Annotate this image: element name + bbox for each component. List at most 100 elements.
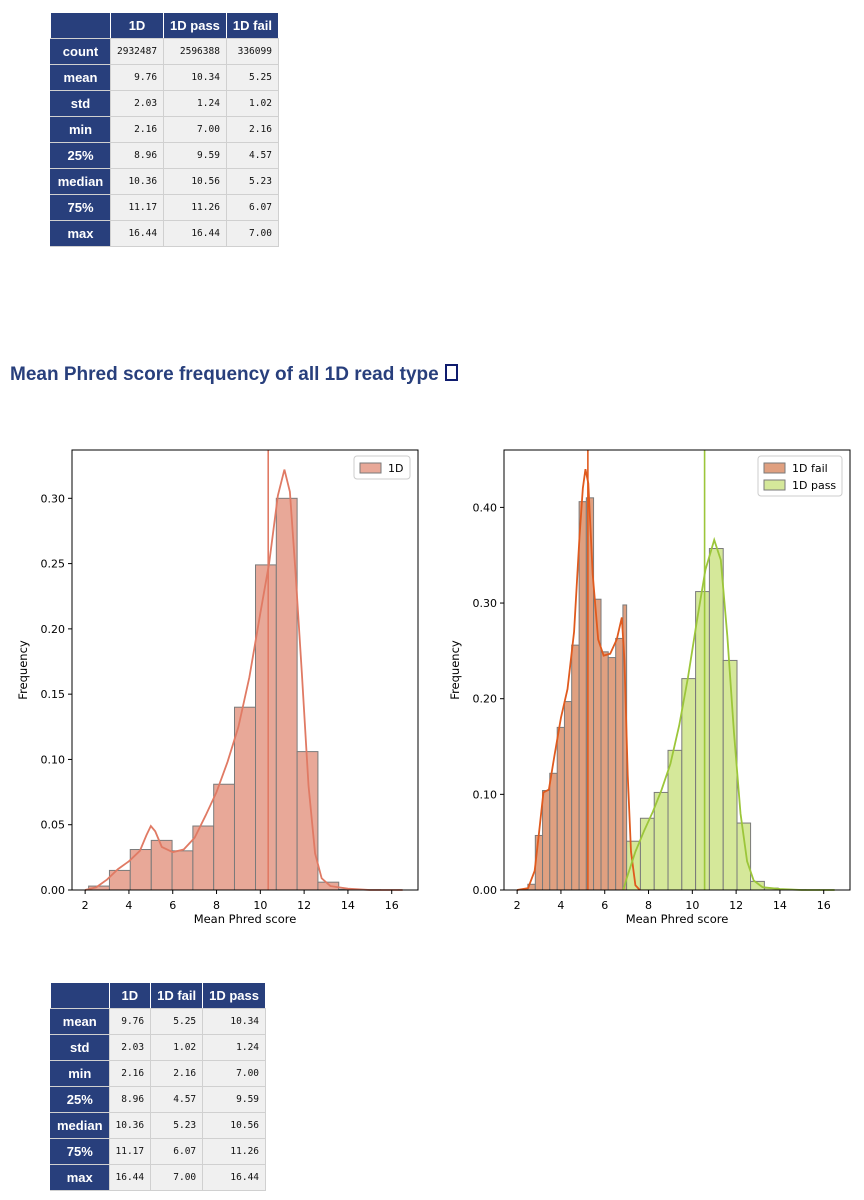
row-header: median — [50, 168, 111, 195]
table-cell: 16.44 — [109, 220, 165, 247]
table-cell: 1.02 — [150, 1034, 204, 1061]
histogram-bar — [563, 701, 573, 891]
table-cell: 7.00 — [163, 116, 227, 143]
table-cell: 2.16 — [108, 1060, 152, 1087]
legend: 1D — [353, 455, 411, 480]
table-cell: 11.17 — [109, 194, 165, 221]
table-row: min 2.16 7.00 2.16 — [50, 116, 279, 143]
table-cell: 5.25 — [225, 64, 279, 91]
anchor-link-icon[interactable] — [444, 364, 458, 381]
table-cell: 11.26 — [163, 194, 227, 221]
y-tick-label: 0.05 — [41, 819, 66, 832]
row-header: min — [50, 1060, 110, 1087]
x-tick-label: 8 — [645, 899, 652, 912]
table-row: std 2.03 1.02 1.24 — [50, 1034, 267, 1061]
kde-line — [622, 536, 835, 891]
table-cell: 1.02 — [225, 90, 279, 117]
row-header: 75% — [50, 194, 111, 221]
y-tick-label: 0.10 — [473, 788, 498, 801]
x-tick-label: 4 — [557, 899, 564, 912]
histogram-bar — [171, 850, 194, 891]
plot-area — [84, 450, 403, 891]
x-tick-label: 2 — [82, 899, 89, 912]
table-cell: 9.59 — [202, 1086, 267, 1113]
table-row: mean 9.76 10.34 5.25 — [50, 64, 279, 91]
table-row: 75% 11.17 11.26 6.07 — [50, 194, 279, 221]
histogram-bar — [667, 749, 683, 891]
row-header: min — [50, 116, 111, 143]
row-header: std — [50, 90, 111, 117]
table-cell: 9.59 — [163, 142, 227, 169]
table-row: 25% 8.96 9.59 4.57 — [50, 142, 279, 169]
legend-swatch — [763, 462, 786, 474]
table-cell: 7.00 — [202, 1060, 267, 1087]
y-tick-label: 0.20 — [473, 693, 498, 706]
table-cell: 10.36 — [108, 1112, 152, 1139]
table-row: mean 9.76 5.25 10.34 — [50, 1008, 267, 1035]
table-row: 75% 11.17 6.07 11.26 — [50, 1138, 267, 1165]
row-header: max — [50, 1164, 110, 1191]
section-title: Mean Phred score frequency of all 1D rea… — [10, 364, 458, 386]
chart-1d-pass-fail-phred-histogram: 2 4 6 8 10 12 14 16 0.00 0.10 0.20 0.30 0.40 Mean Phr… — [448, 449, 851, 926]
table-cell: 1.24 — [163, 90, 227, 117]
table-row: median 10.36 10.56 5.23 — [50, 168, 279, 195]
table-cell: 7.00 — [150, 1164, 204, 1191]
histogram-bar — [549, 772, 558, 891]
table-cell: 2.16 — [109, 116, 165, 143]
histogram-bar — [542, 790, 551, 891]
histogram-bar — [695, 591, 710, 891]
axes-frame — [71, 449, 419, 891]
y-tick-label: 0.25 — [41, 558, 66, 571]
table-row: 25% 8.96 4.57 9.59 — [50, 1086, 267, 1113]
table-cell: 16.44 — [202, 1164, 267, 1191]
y-tick-label: 0.10 — [41, 753, 66, 766]
table-cell: 10.56 — [163, 168, 227, 195]
x-tick-label: 8 — [213, 899, 220, 912]
y-axis-label: Frequency — [16, 640, 30, 700]
row-header: 25% — [50, 1086, 110, 1113]
header-row: 1D 1D fail 1D pass — [50, 982, 267, 1009]
row-header: count — [50, 38, 111, 65]
histogram-bar — [639, 817, 655, 891]
column-header: 1D fail — [150, 982, 204, 1009]
series-1d — [88, 497, 402, 891]
x-tick-label: 4 — [125, 899, 132, 912]
table-cell: 5.23 — [225, 168, 279, 195]
x-tick-label: 2 — [514, 899, 521, 912]
kde-line — [516, 468, 641, 891]
histogram-bar — [129, 849, 152, 891]
histogram-bar — [600, 651, 609, 891]
histogram-bar — [213, 783, 235, 891]
column-header: 1D pass — [202, 982, 267, 1009]
table-cell: 2.03 — [108, 1034, 152, 1061]
histogram-bar — [653, 791, 669, 891]
histogram-bar — [233, 706, 257, 891]
table-cell: 9.76 — [108, 1008, 152, 1035]
summary-table: 1D 1D fail 1D pass mean 9.76 5.25 10.34 std 2.0… — [50, 982, 267, 1191]
legend-swatch — [763, 479, 786, 491]
table-cell: 10.56 — [202, 1112, 267, 1139]
histogram-bar — [571, 644, 580, 891]
histogram-bar — [607, 657, 617, 891]
x-tick-label: 10 — [253, 899, 267, 912]
x-tick-label: 6 — [601, 899, 608, 912]
row-header: median — [50, 1112, 110, 1139]
table-cell: 5.23 — [150, 1112, 204, 1139]
y-tick-label: 0.30 — [473, 597, 498, 610]
corner-header — [50, 982, 110, 1009]
x-tick-label: 14 — [773, 899, 787, 912]
y-tick-label: 0.30 — [41, 492, 66, 505]
table-cell: 2.03 — [109, 90, 165, 117]
kde-line — [84, 469, 403, 891]
stats-table-header: 1D 1D pass 1D fail — [50, 12, 279, 39]
table-cell: 2932487 — [109, 38, 165, 65]
x-tick-label: 16 — [817, 899, 831, 912]
table-cell: 1.24 — [202, 1034, 267, 1061]
legend-label: 1D pass — [792, 479, 836, 492]
x-axis-label: Mean Phred score — [194, 912, 297, 926]
table-cell: 16.44 — [163, 220, 227, 247]
x-tick-label: 10 — [685, 899, 699, 912]
table-cell: 6.07 — [150, 1138, 204, 1165]
row-header: max — [50, 220, 111, 247]
table-cell: 2.16 — [225, 116, 279, 143]
